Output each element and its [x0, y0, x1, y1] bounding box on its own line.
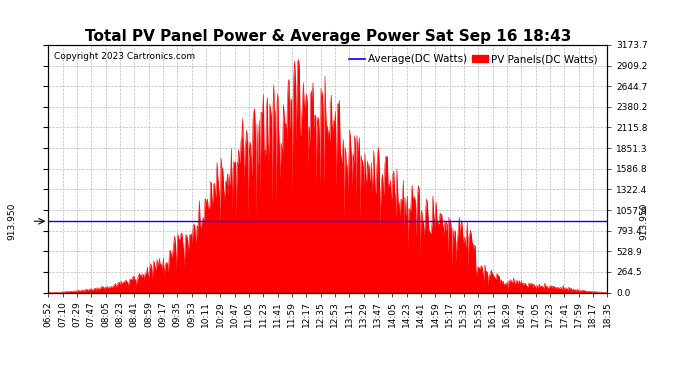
Legend: Average(DC Watts), PV Panels(DC Watts): Average(DC Watts), PV Panels(DC Watts)	[345, 50, 602, 69]
Text: Copyright 2023 Cartronics.com: Copyright 2023 Cartronics.com	[54, 53, 195, 62]
Text: 913.950: 913.950	[639, 202, 648, 240]
Text: 913.950: 913.950	[8, 202, 17, 240]
Title: Total PV Panel Power & Average Power Sat Sep 16 18:43: Total PV Panel Power & Average Power Sat…	[85, 29, 571, 44]
